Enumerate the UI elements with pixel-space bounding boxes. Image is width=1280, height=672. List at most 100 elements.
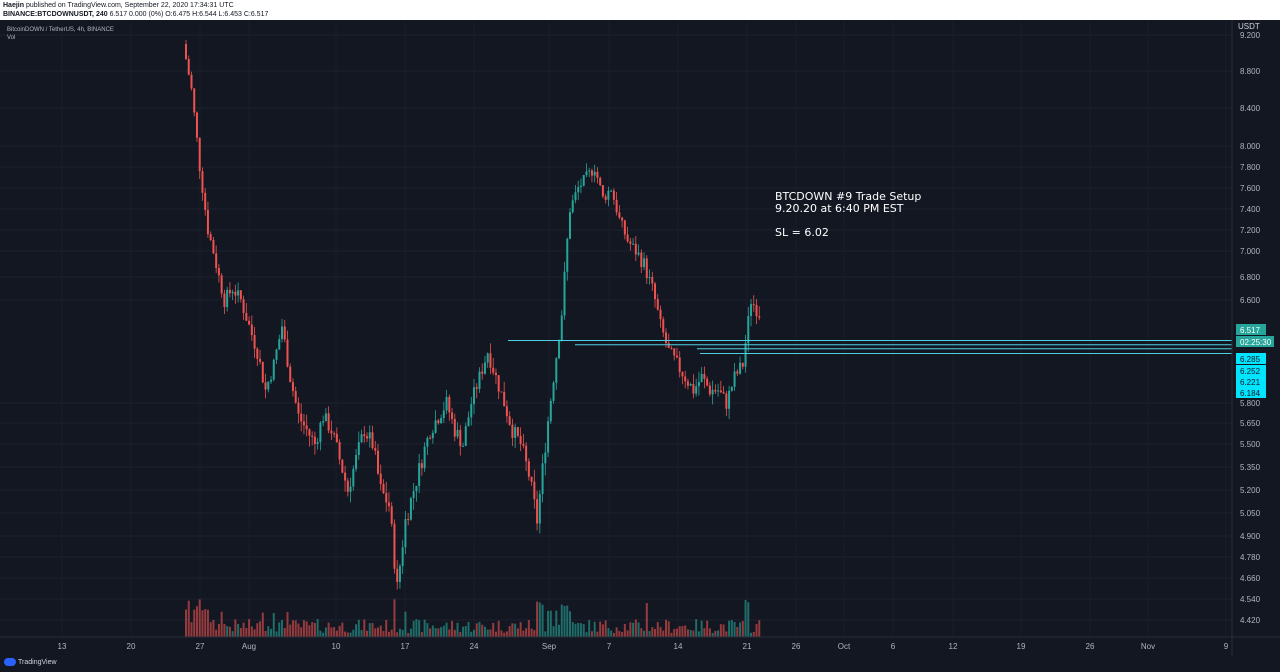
time-tick-label: 14 — [674, 642, 683, 651]
time-tick-label: 26 — [792, 642, 801, 651]
volume-bar — [228, 626, 231, 637]
price-tick-label: 5.350 — [1240, 463, 1261, 472]
volume-bar — [357, 619, 360, 637]
candle-body — [665, 332, 667, 344]
note-line-3: SL = 6.02 — [775, 226, 829, 239]
volume-bar — [418, 620, 421, 637]
candle-body — [401, 547, 404, 566]
volume-bar — [291, 620, 294, 637]
price-label-box — [1236, 353, 1266, 364]
candle-body — [511, 424, 514, 438]
price-label-box — [1236, 387, 1266, 398]
price-tick-label: 5.050 — [1240, 509, 1261, 518]
candle-body — [420, 463, 423, 469]
volume-bar — [665, 619, 667, 637]
legend-title: BitcoinDOWN / TetherUS, 4h, BINANCE — [7, 27, 114, 33]
author-name: Haejin — [3, 2, 25, 9]
candle-body — [758, 316, 761, 318]
price-tick-label: 4.660 — [1240, 574, 1261, 583]
volume-bar — [206, 609, 209, 637]
candle-body — [560, 315, 563, 341]
price-tick-label: 8.800 — [1240, 67, 1261, 76]
volume-bar — [582, 624, 585, 637]
volume-bar — [486, 629, 489, 637]
volume-bar — [437, 628, 440, 637]
candle-body — [324, 413, 327, 422]
price-tick-label: 5.500 — [1240, 440, 1261, 449]
volume-bar — [333, 627, 336, 637]
candle-body — [686, 381, 689, 386]
volume-bar — [300, 627, 303, 637]
volume-bar — [335, 630, 338, 637]
volume-bar — [717, 630, 720, 637]
time-axis[interactable]: 13 20 27 Aug 10 17 24 Sep 7 14 21 26 Oct 6 12 19 26 Nov 9 — [58, 642, 1229, 651]
volume-bar — [294, 620, 297, 637]
candle-body — [725, 393, 728, 409]
price-tick-label: 7.000 — [1240, 247, 1261, 256]
candle-body — [473, 387, 475, 405]
candle-body — [577, 187, 580, 193]
volume-bar — [744, 599, 747, 637]
volume-bar — [552, 626, 555, 637]
volume-bar — [215, 629, 218, 637]
volume-bar — [409, 628, 412, 637]
candle-body — [736, 371, 739, 374]
volume-bar — [412, 620, 415, 637]
volume-bar — [459, 632, 462, 637]
candle-body — [527, 461, 530, 477]
volume-bar — [423, 619, 426, 637]
volume-bar — [234, 619, 237, 637]
candle-body — [632, 243, 635, 245]
volume-bar — [618, 630, 621, 637]
volume-bar — [226, 626, 229, 637]
price-axis[interactable]: 9.200 8.800 8.400 8.000 7.800 7.600 7.400 7.200… — [1240, 31, 1261, 625]
candle-body — [579, 185, 582, 188]
candle-body — [442, 410, 445, 419]
volume-bar — [352, 629, 355, 637]
volume-bar — [511, 623, 514, 637]
volume-bar — [185, 609, 187, 637]
volume-bar — [555, 610, 558, 637]
volume-bar — [489, 629, 492, 637]
volume-bar — [311, 622, 314, 637]
volume-bar — [429, 628, 432, 637]
volume-bar — [623, 624, 626, 637]
price-chart[interactable]: 9.200 8.800 8.400 8.000 7.800 7.600 7.400 7.200… — [0, 20, 1280, 656]
volume-bar — [360, 630, 363, 637]
time-tick-label: 7 — [607, 642, 612, 651]
candle-body — [440, 418, 443, 424]
candle-body — [530, 476, 533, 482]
volume-bar — [752, 631, 755, 637]
candle-body — [689, 383, 692, 386]
time-tick-label: Sep — [542, 642, 557, 651]
price-tick-label: 7.600 — [1240, 184, 1261, 193]
candle-body — [481, 371, 484, 374]
ohlc-values: 6.517 0.000 (0%) O:6.475 H:6.544 L:6.453… — [109, 11, 269, 18]
candle-body — [711, 389, 714, 395]
price-tick-label: 6.800 — [1240, 273, 1261, 282]
candle-body — [305, 425, 308, 430]
candle-body — [615, 199, 618, 213]
volume-bar — [574, 623, 577, 637]
volume-bar — [195, 606, 198, 637]
volume-bar — [242, 622, 245, 637]
candle-body — [223, 293, 226, 307]
volume-bar — [272, 612, 275, 637]
candle-body — [313, 436, 316, 444]
volume-bar — [711, 632, 714, 637]
candle-body — [717, 390, 720, 392]
candle-body — [533, 481, 536, 500]
candle-body — [508, 416, 511, 425]
candle-body — [412, 491, 415, 499]
horizontal-levels[interactable] — [508, 340, 1232, 355]
candle-body — [256, 348, 259, 359]
volume-bar — [223, 623, 226, 637]
volume-bar — [692, 630, 695, 637]
volume-bar — [201, 610, 204, 637]
volume-bar — [497, 620, 500, 637]
volume-bar — [547, 610, 550, 637]
volume-bar — [379, 625, 382, 637]
price-tick-label: 8.000 — [1240, 142, 1261, 151]
volume-bar — [579, 623, 582, 637]
volume-bar — [544, 631, 547, 637]
